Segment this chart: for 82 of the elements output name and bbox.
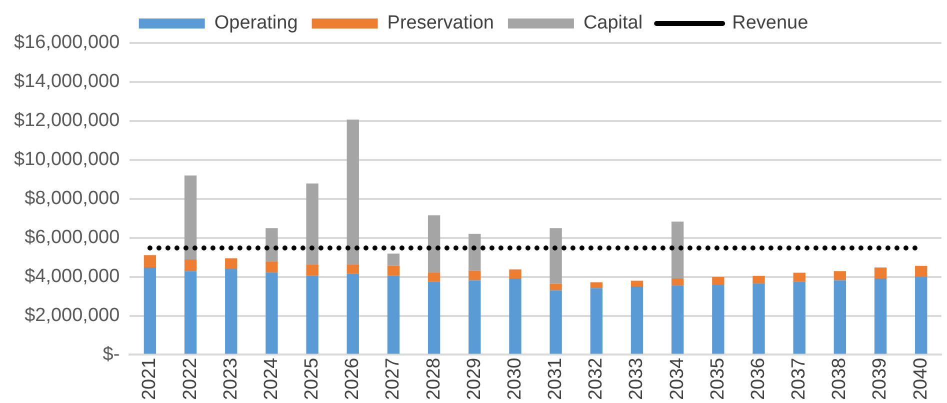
bar [752,283,765,354]
bar [346,274,359,354]
bar [874,267,887,279]
x-tick-label: 2028 [423,358,444,400]
bar [590,288,602,354]
bar [550,228,562,284]
x-tick-label: 2027 [382,358,404,400]
x-tick-label: 2034 [666,357,688,400]
x-tick-label: 2039 [870,358,891,400]
bar [306,276,318,354]
y-tick-label: $10,000,000 [14,149,120,170]
bar [793,272,806,282]
bar [266,228,278,262]
y-tick-label: $12,000,000 [14,110,120,132]
bar [428,215,440,272]
bar [306,183,318,264]
x-tick-label: 2036 [748,358,769,400]
x-tick-label: 2021 [139,358,160,400]
bar [468,280,481,354]
bar [630,280,644,287]
bar [834,280,846,354]
bar [671,222,684,279]
bar [834,271,846,280]
bar [793,282,806,354]
bar [346,120,359,264]
x-tick-label: 2024 [260,357,282,400]
bar [387,276,400,354]
bar [915,266,928,277]
bar [346,264,359,274]
bar [266,261,278,272]
y-tick-label: $14,000,000 [14,71,120,92]
legend-label: Revenue [732,12,808,34]
x-tick-label: 2030 [504,358,526,400]
legend-label: Capital [583,12,643,34]
x-tick-label: 2035 [707,358,728,400]
bar [671,278,684,286]
bar [712,284,724,354]
x-tick-label: 2040 [910,358,932,400]
bar [590,282,602,288]
x-tick-label: 2023 [220,358,242,400]
y-tick-label: $16,000,000 [14,32,120,54]
bar [509,278,522,354]
bar [184,271,197,354]
x-tick-label: 2029 [464,358,485,400]
x-tick-label: 2037 [788,358,810,400]
x-tick-label: 2033 [626,358,648,400]
bar [387,254,400,266]
y-tick-label: $4,000,000 [24,266,120,288]
bar [915,276,928,354]
bar [550,290,562,354]
bar [712,276,724,285]
bar [428,282,440,354]
x-tick-label: 2032 [586,358,607,400]
bar [184,175,197,260]
bar [752,276,765,284]
bar [671,285,684,354]
y-tick-label: $2,000,000 [24,305,120,326]
bar [428,272,440,282]
y-tick-label: $- [102,344,120,365]
bar [630,286,644,354]
bar [184,259,197,272]
y-tick-label: $6,000,000 [24,227,120,248]
bar [468,234,481,271]
legend-label: Preservation [387,12,494,34]
x-tick-label: 2025 [302,358,323,400]
bar [306,264,318,276]
x-tick-label: 2038 [829,358,850,400]
bar [144,255,156,268]
y-tick-label: $8,000,000 [24,188,120,210]
bar [468,270,481,280]
x-tick-label: 2022 [180,358,201,400]
bar [144,267,156,354]
bar [550,284,562,290]
bar [266,272,278,354]
bar [509,269,522,279]
x-tick-label: 2026 [342,358,364,400]
bar [225,258,238,270]
x-tick-label: 2031 [545,358,566,400]
legend-label: Operating [214,12,298,34]
bar [387,266,400,276]
bar [874,278,887,354]
bar [225,269,238,354]
